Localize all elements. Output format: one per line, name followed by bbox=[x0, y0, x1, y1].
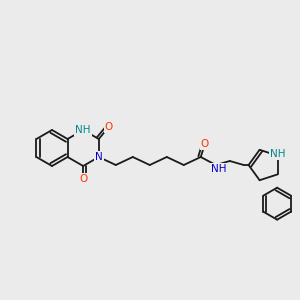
Text: N: N bbox=[95, 152, 103, 162]
Text: NH: NH bbox=[211, 164, 226, 174]
Text: NH: NH bbox=[270, 148, 285, 159]
Text: O: O bbox=[79, 174, 87, 184]
Text: O: O bbox=[105, 122, 113, 132]
Text: NH: NH bbox=[75, 125, 91, 135]
Text: O: O bbox=[201, 139, 209, 149]
